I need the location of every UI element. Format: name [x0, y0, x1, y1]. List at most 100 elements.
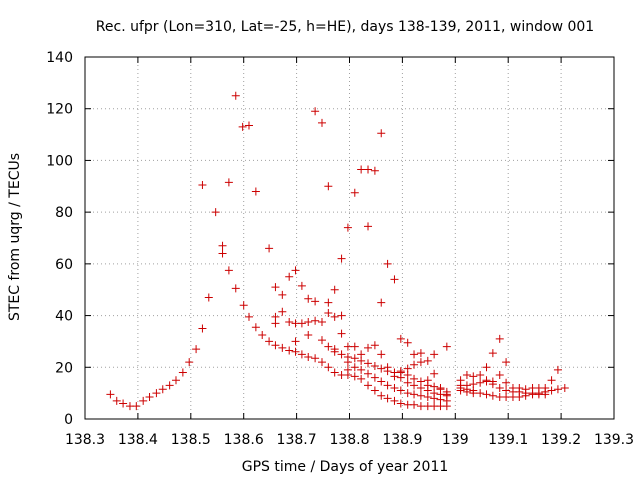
data-point — [462, 371, 471, 380]
data-point — [410, 350, 419, 359]
data-point — [547, 376, 556, 385]
data-point — [364, 369, 373, 378]
data-point — [343, 365, 352, 374]
data-point — [317, 358, 326, 367]
data-points — [106, 91, 569, 411]
y-tick-label: 140 — [46, 50, 73, 66]
data-point — [416, 349, 425, 358]
data-point — [350, 188, 359, 197]
data-point — [330, 368, 339, 377]
x-tick-label: 139.1 — [488, 432, 528, 448]
data-point — [377, 391, 386, 400]
data-point — [476, 378, 485, 387]
data-point — [337, 329, 346, 338]
data-point — [482, 363, 491, 372]
data-point — [377, 377, 386, 386]
data-point — [278, 290, 287, 299]
data-point — [324, 308, 333, 317]
y-tick-label: 20 — [55, 360, 73, 376]
x-tick-labels: 138.3 138.4 138.5 138.6 138.7 138.8 138.9 139 13… — [65, 432, 634, 448]
data-point — [311, 354, 320, 363]
data-point — [244, 312, 253, 321]
data-point — [416, 402, 425, 411]
data-point — [462, 387, 471, 396]
data-point — [403, 338, 412, 347]
data-point — [350, 372, 359, 381]
data-point — [158, 385, 167, 394]
data-point — [423, 393, 432, 402]
data-point — [198, 180, 207, 189]
data-point — [324, 363, 333, 372]
x-tick-label: 139.2 — [541, 432, 581, 448]
data-point — [488, 377, 497, 386]
data-point — [231, 91, 240, 100]
data-point — [416, 358, 425, 367]
data-point — [364, 165, 373, 174]
data-point — [456, 386, 465, 395]
data-point — [495, 371, 504, 380]
data-point — [271, 283, 280, 292]
data-point — [410, 400, 419, 409]
y-tick-label: 40 — [55, 309, 73, 325]
data-point — [364, 381, 373, 390]
y-tick-label: 100 — [46, 153, 73, 169]
data-point — [285, 346, 294, 355]
data-point — [350, 363, 359, 372]
data-point — [297, 319, 306, 328]
data-point — [218, 241, 227, 250]
data-point — [547, 386, 556, 395]
data-point — [145, 393, 154, 402]
data-point — [112, 396, 121, 405]
data-point — [119, 399, 128, 408]
data-point — [521, 385, 530, 394]
x-tick-label: 138.6 — [224, 432, 264, 448]
data-point — [396, 334, 405, 343]
data-point — [285, 272, 294, 281]
data-point — [291, 266, 300, 275]
data-point — [330, 312, 339, 321]
data-point — [350, 342, 359, 351]
data-point — [343, 352, 352, 361]
data-point — [278, 307, 287, 316]
data-point — [311, 316, 320, 325]
data-point — [218, 249, 227, 258]
data-point — [488, 349, 497, 358]
data-point — [436, 395, 445, 404]
data-point — [469, 372, 478, 381]
data-point — [324, 298, 333, 307]
y-tick-labels: 0 20 40 60 80 100 120 140 — [46, 50, 73, 428]
data-point — [171, 376, 180, 385]
data-point — [488, 391, 497, 400]
data-point — [165, 381, 174, 390]
data-point — [476, 389, 485, 398]
data-point — [476, 371, 485, 380]
data-point — [430, 394, 439, 403]
data-point — [469, 389, 478, 398]
data-point — [383, 367, 392, 376]
data-point — [364, 359, 373, 368]
data-point — [430, 369, 439, 378]
data-point — [364, 222, 373, 231]
data-point — [291, 337, 300, 346]
data-point — [278, 343, 287, 352]
data-point — [553, 365, 562, 374]
x-tick-label: 138.4 — [118, 432, 158, 448]
data-point — [377, 350, 386, 359]
data-point — [317, 318, 326, 327]
data-point — [541, 383, 550, 392]
data-point — [383, 381, 392, 390]
axis-ticks — [84, 56, 615, 420]
data-point — [430, 382, 439, 391]
data-point — [231, 284, 240, 293]
data-point — [502, 386, 511, 395]
data-point — [265, 244, 274, 253]
data-point — [317, 336, 326, 345]
data-point — [132, 402, 141, 411]
data-point — [239, 301, 248, 310]
data-point — [502, 358, 511, 367]
data-point — [416, 391, 425, 400]
data-point — [377, 364, 386, 373]
data-point — [495, 383, 504, 392]
data-point — [357, 365, 366, 374]
data-point — [192, 345, 201, 354]
